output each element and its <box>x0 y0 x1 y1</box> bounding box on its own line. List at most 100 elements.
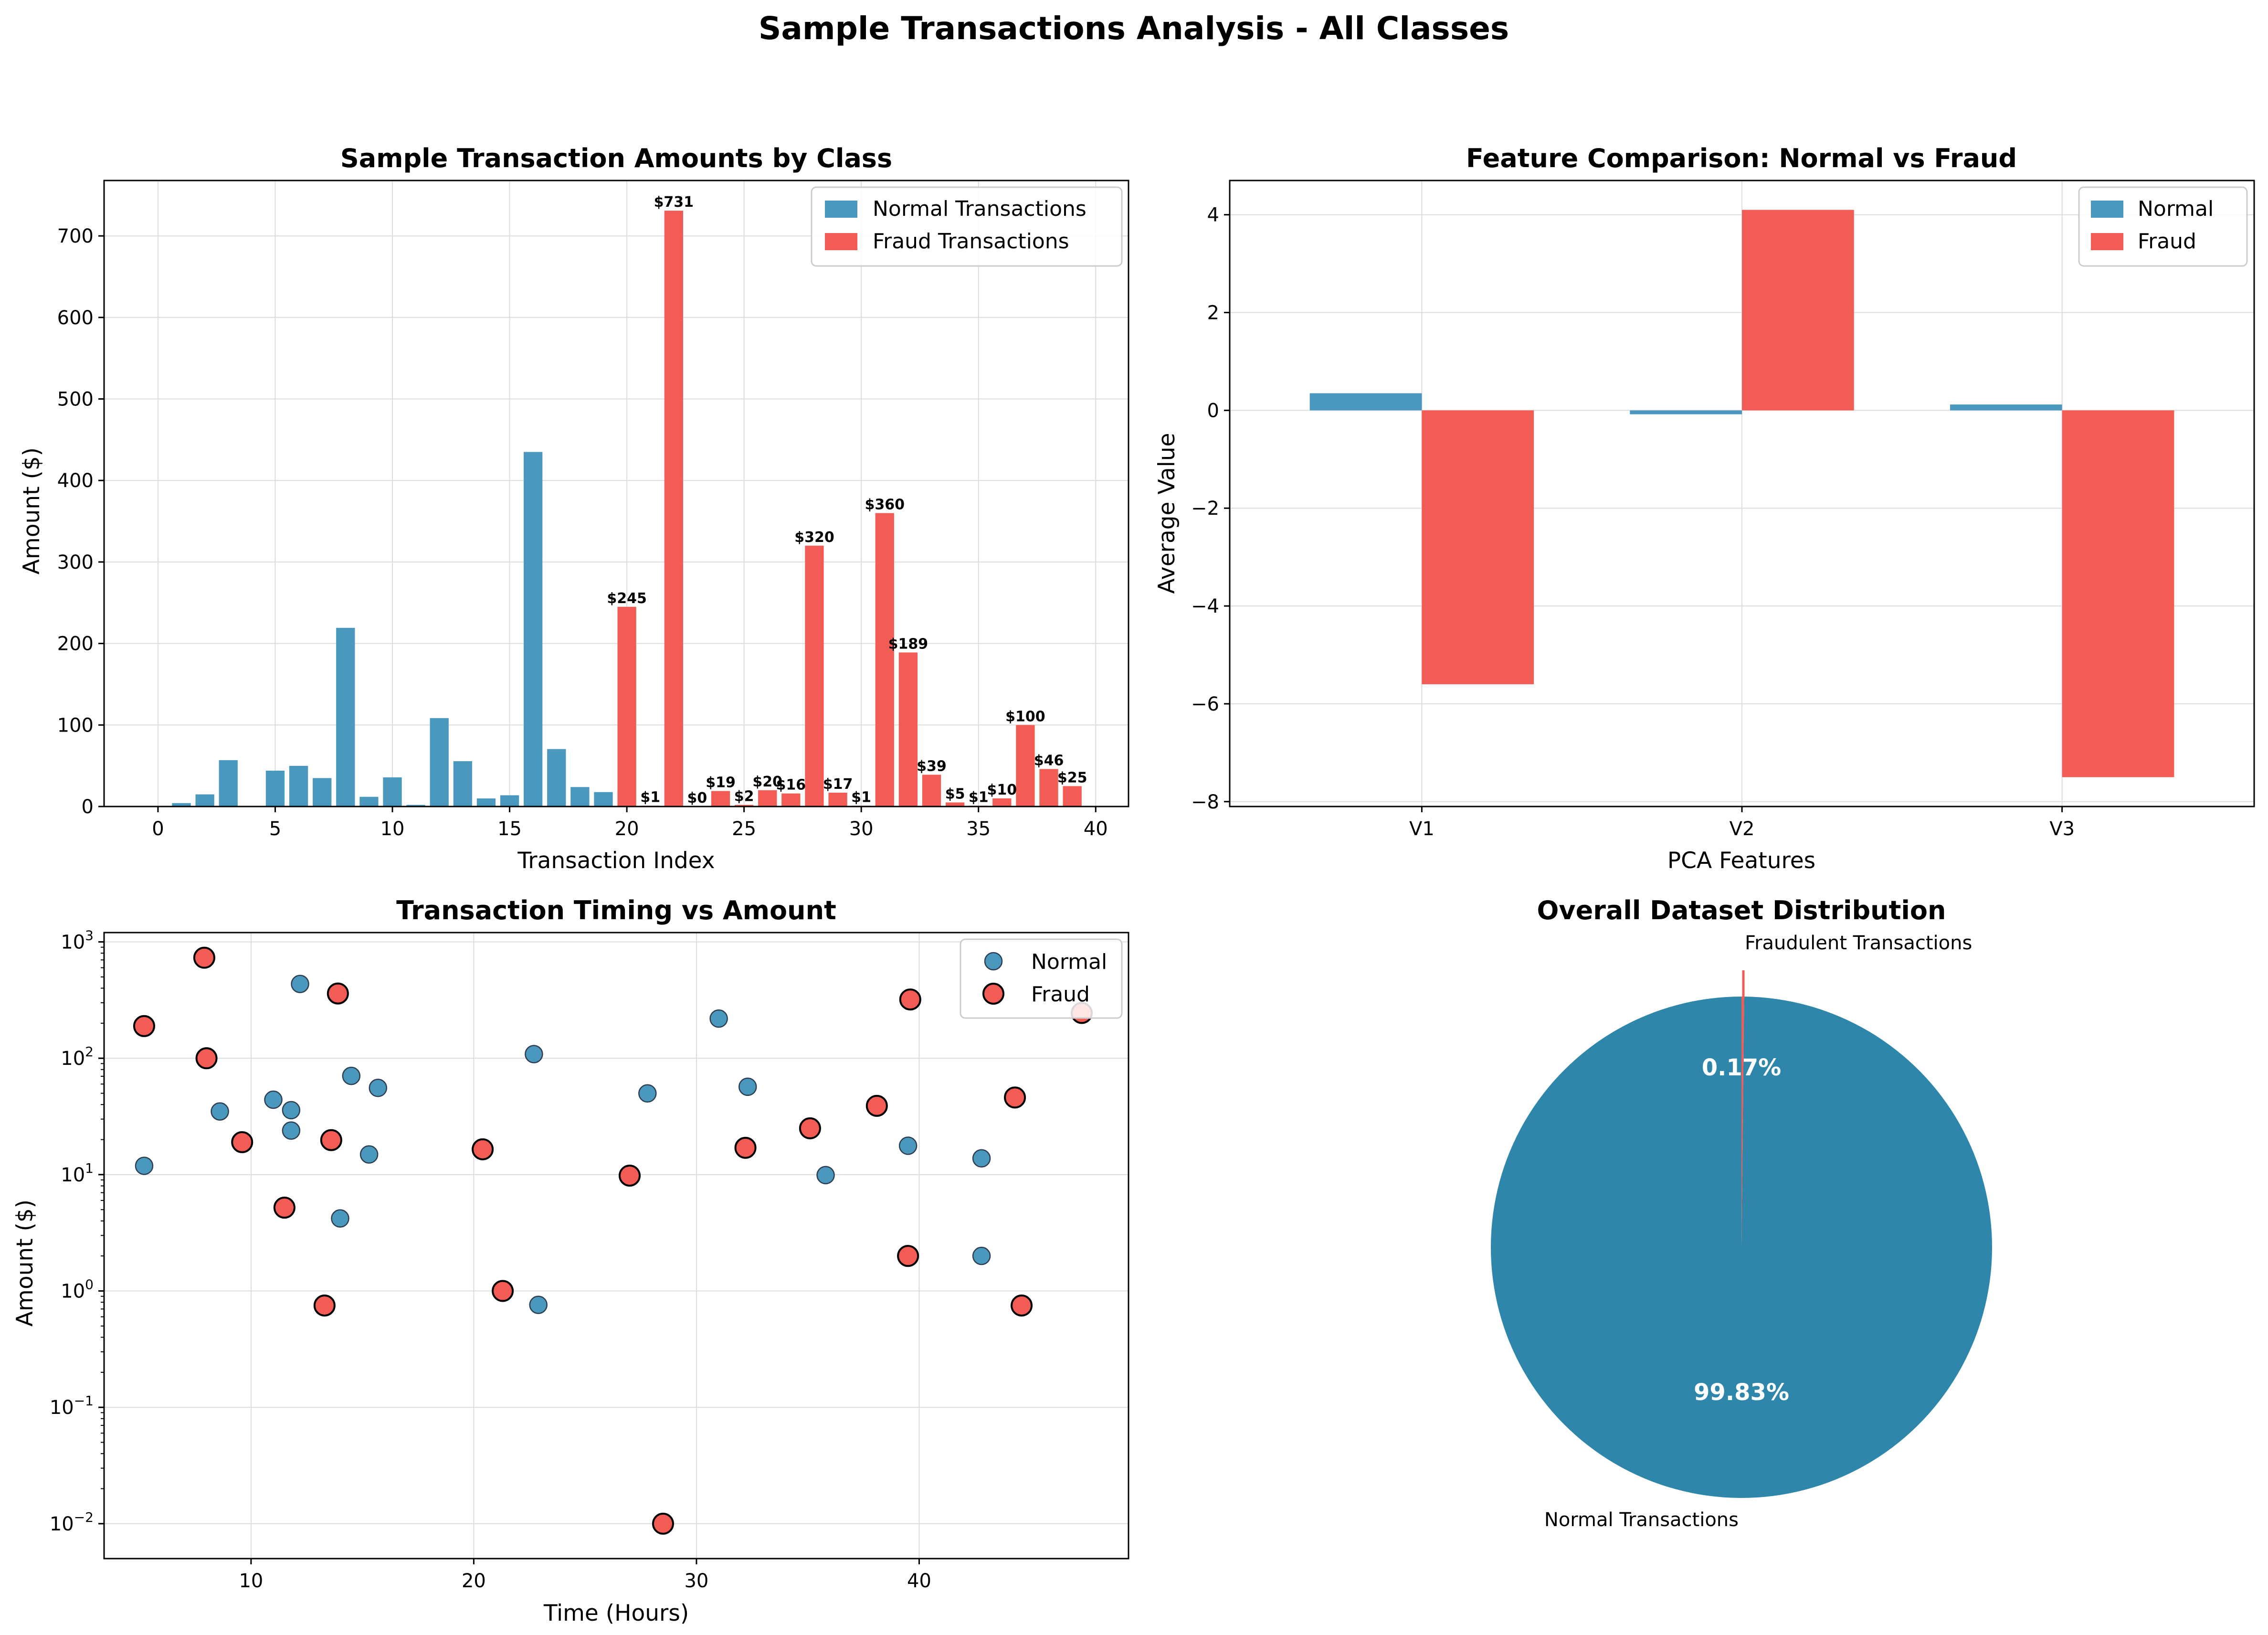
amounts-ytick-label: 400 <box>57 470 94 492</box>
timing-ytick-label: 102 <box>61 1044 94 1070</box>
feature-chart-legend: Normal Fraud <box>2078 186 2248 267</box>
distribution-pie-chart: Overall Dataset Distribution Fraudulent … <box>1490 895 1992 1531</box>
normal-feature-bar <box>1309 393 1422 411</box>
fraud-amount-bar <box>1039 769 1058 807</box>
timing-legend-label-normal: Normal <box>1031 950 1107 974</box>
fraud-amount-label: $46 <box>1034 752 1064 769</box>
normal-amount-bar <box>500 795 519 807</box>
amounts-ytick-label: 100 <box>57 714 94 736</box>
feature-comparison-chart: Feature Comparison: Normal vs Fraud PCA … <box>1154 143 2255 874</box>
fraud-scatter-point <box>618 1164 641 1187</box>
amounts-legend-label-normal: Normal Transactions <box>873 197 1087 221</box>
pie-pct-normal: 99.83% <box>1694 1379 1789 1406</box>
fraud-scatter-point <box>313 1294 336 1316</box>
normal-amount-bar <box>172 803 191 807</box>
normal-scatter-point <box>525 1045 543 1063</box>
normal-amount-bar <box>524 452 543 807</box>
amounts-xtick-label: 10 <box>380 818 405 840</box>
fraud-scatter-point <box>865 1094 888 1117</box>
amounts-chart-data-labels: $245$1$731$0$19$2$20$16$320$17$1$360$189… <box>607 194 1087 807</box>
pie-chart-slices <box>1490 970 1992 1498</box>
fraud-scatter-point <box>492 1280 514 1302</box>
amounts-xtick-label: 0 <box>152 818 164 840</box>
normal-scatter-point <box>898 1136 918 1155</box>
normal-scatter-point <box>816 1166 835 1185</box>
figure-suptitle: Sample Transactions Analysis - All Class… <box>759 10 1509 47</box>
fraud-amount-bar <box>828 792 847 807</box>
normal-amount-bar <box>289 765 308 807</box>
fraud-feature-bar <box>1422 410 1534 684</box>
timing-ytick-label: 10−1 <box>50 1393 94 1419</box>
amounts-legend-box <box>811 186 1123 267</box>
fraud-amount-bar <box>945 802 965 807</box>
fraud-feature-bar <box>1742 210 1854 411</box>
fraud-amount-bar <box>664 211 683 807</box>
fraud-scatter-point <box>273 1197 295 1219</box>
normal-amount-bar <box>265 770 285 807</box>
amounts-chart-title: Sample Transaction Amounts by Class <box>340 143 892 173</box>
timing-ytick-label: 10−2 <box>50 1509 94 1535</box>
pie-slice-normal <box>1490 997 1992 1498</box>
pie-pct-fraud: 0.17% <box>1702 1054 1782 1081</box>
normal-scatter-point <box>972 1149 991 1168</box>
amounts-bar-chart: Sample Transaction Amounts by Class Tran… <box>19 143 1129 874</box>
fraud-scatter-point <box>472 1138 494 1160</box>
amounts-chart-frame <box>103 180 1129 807</box>
fraud-amount-label: $320 <box>794 529 834 546</box>
timing-xtick-label: 10 <box>239 1570 263 1592</box>
timing-ytick-label: 101 <box>61 1160 94 1186</box>
timing-chart-legend: Normal Fraud <box>960 938 1123 1019</box>
timing-chart-ylabel: Amount ($) <box>12 1200 38 1327</box>
fraud-amount-bar <box>781 793 801 807</box>
feature-chart-xlabel: PCA Features <box>1667 848 1815 874</box>
feature-ytick-label: −8 <box>1191 791 1219 813</box>
amounts-legend-swatch-fraud <box>825 233 857 250</box>
fraud-amount-bar <box>1016 725 1035 807</box>
feature-legend-swatch-fraud <box>2091 233 2123 250</box>
fraud-scatter-point <box>734 1136 757 1159</box>
fraud-scatter-point <box>231 1131 253 1153</box>
normal-amount-bar <box>383 777 402 807</box>
fraud-amount-label: $360 <box>865 496 905 513</box>
fraud-amount-bar <box>1063 786 1082 807</box>
timing-ytick-label: 103 <box>61 927 94 953</box>
amounts-chart-yticks: 0 100 200 300 400 500 600 700 <box>57 225 104 818</box>
fraud-amount-label: $1 <box>640 789 660 806</box>
normal-amount-bar <box>476 798 496 807</box>
timing-chart-xlabel: Time (Hours) <box>543 1600 689 1626</box>
timing-xtick-label: 40 <box>907 1570 931 1592</box>
normal-scatter-point <box>369 1079 388 1097</box>
feature-ytick-label: −6 <box>1191 693 1219 715</box>
amounts-legend-label-fraud: Fraud Transactions <box>873 229 1069 254</box>
amounts-ytick-label: 500 <box>57 388 94 410</box>
timing-legend-marker-fraud <box>982 983 1004 1005</box>
feature-ytick-label: 2 <box>1207 302 1219 324</box>
normal-amount-bar <box>594 792 613 807</box>
amounts-xtick-label: 5 <box>269 818 281 840</box>
fraud-amount-label: $17 <box>823 776 853 793</box>
normal-scatter-point <box>331 1209 349 1228</box>
feature-chart-xticks: V1 V2 V3 <box>1409 807 2075 840</box>
amounts-chart-ylabel: Amount ($) <box>19 447 45 574</box>
fraud-scatter-point <box>320 1129 342 1151</box>
fraud-amount-label: $731 <box>654 194 694 211</box>
normal-feature-bar <box>1630 410 1742 414</box>
timing-xtick-label: 30 <box>684 1570 708 1592</box>
pie-chart-title: Overall Dataset Distribution <box>1537 895 1946 925</box>
normal-amount-bar <box>313 778 332 807</box>
amounts-chart-legend: Normal Transactions Fraud Transactions <box>811 186 1123 267</box>
feature-ytick-label: −2 <box>1191 498 1219 520</box>
normal-scatter-point <box>342 1066 361 1085</box>
normal-feature-bar <box>1950 404 2062 411</box>
normal-scatter-point <box>282 1101 301 1120</box>
amounts-ytick-label: 200 <box>57 633 94 655</box>
normal-amount-bar <box>195 794 214 807</box>
fraud-amount-bar <box>898 652 918 807</box>
normal-scatter-point <box>972 1246 991 1265</box>
feature-legend-swatch-normal <box>2091 201 2123 218</box>
pie-slice-label-fraud: Fraudulent Transactions <box>1745 932 1972 954</box>
fraud-scatter-point <box>195 1047 218 1070</box>
normal-amount-bar <box>219 760 238 807</box>
feature-chart-yticks: −8 −6 −4 −2 0 2 4 <box>1191 204 1230 813</box>
